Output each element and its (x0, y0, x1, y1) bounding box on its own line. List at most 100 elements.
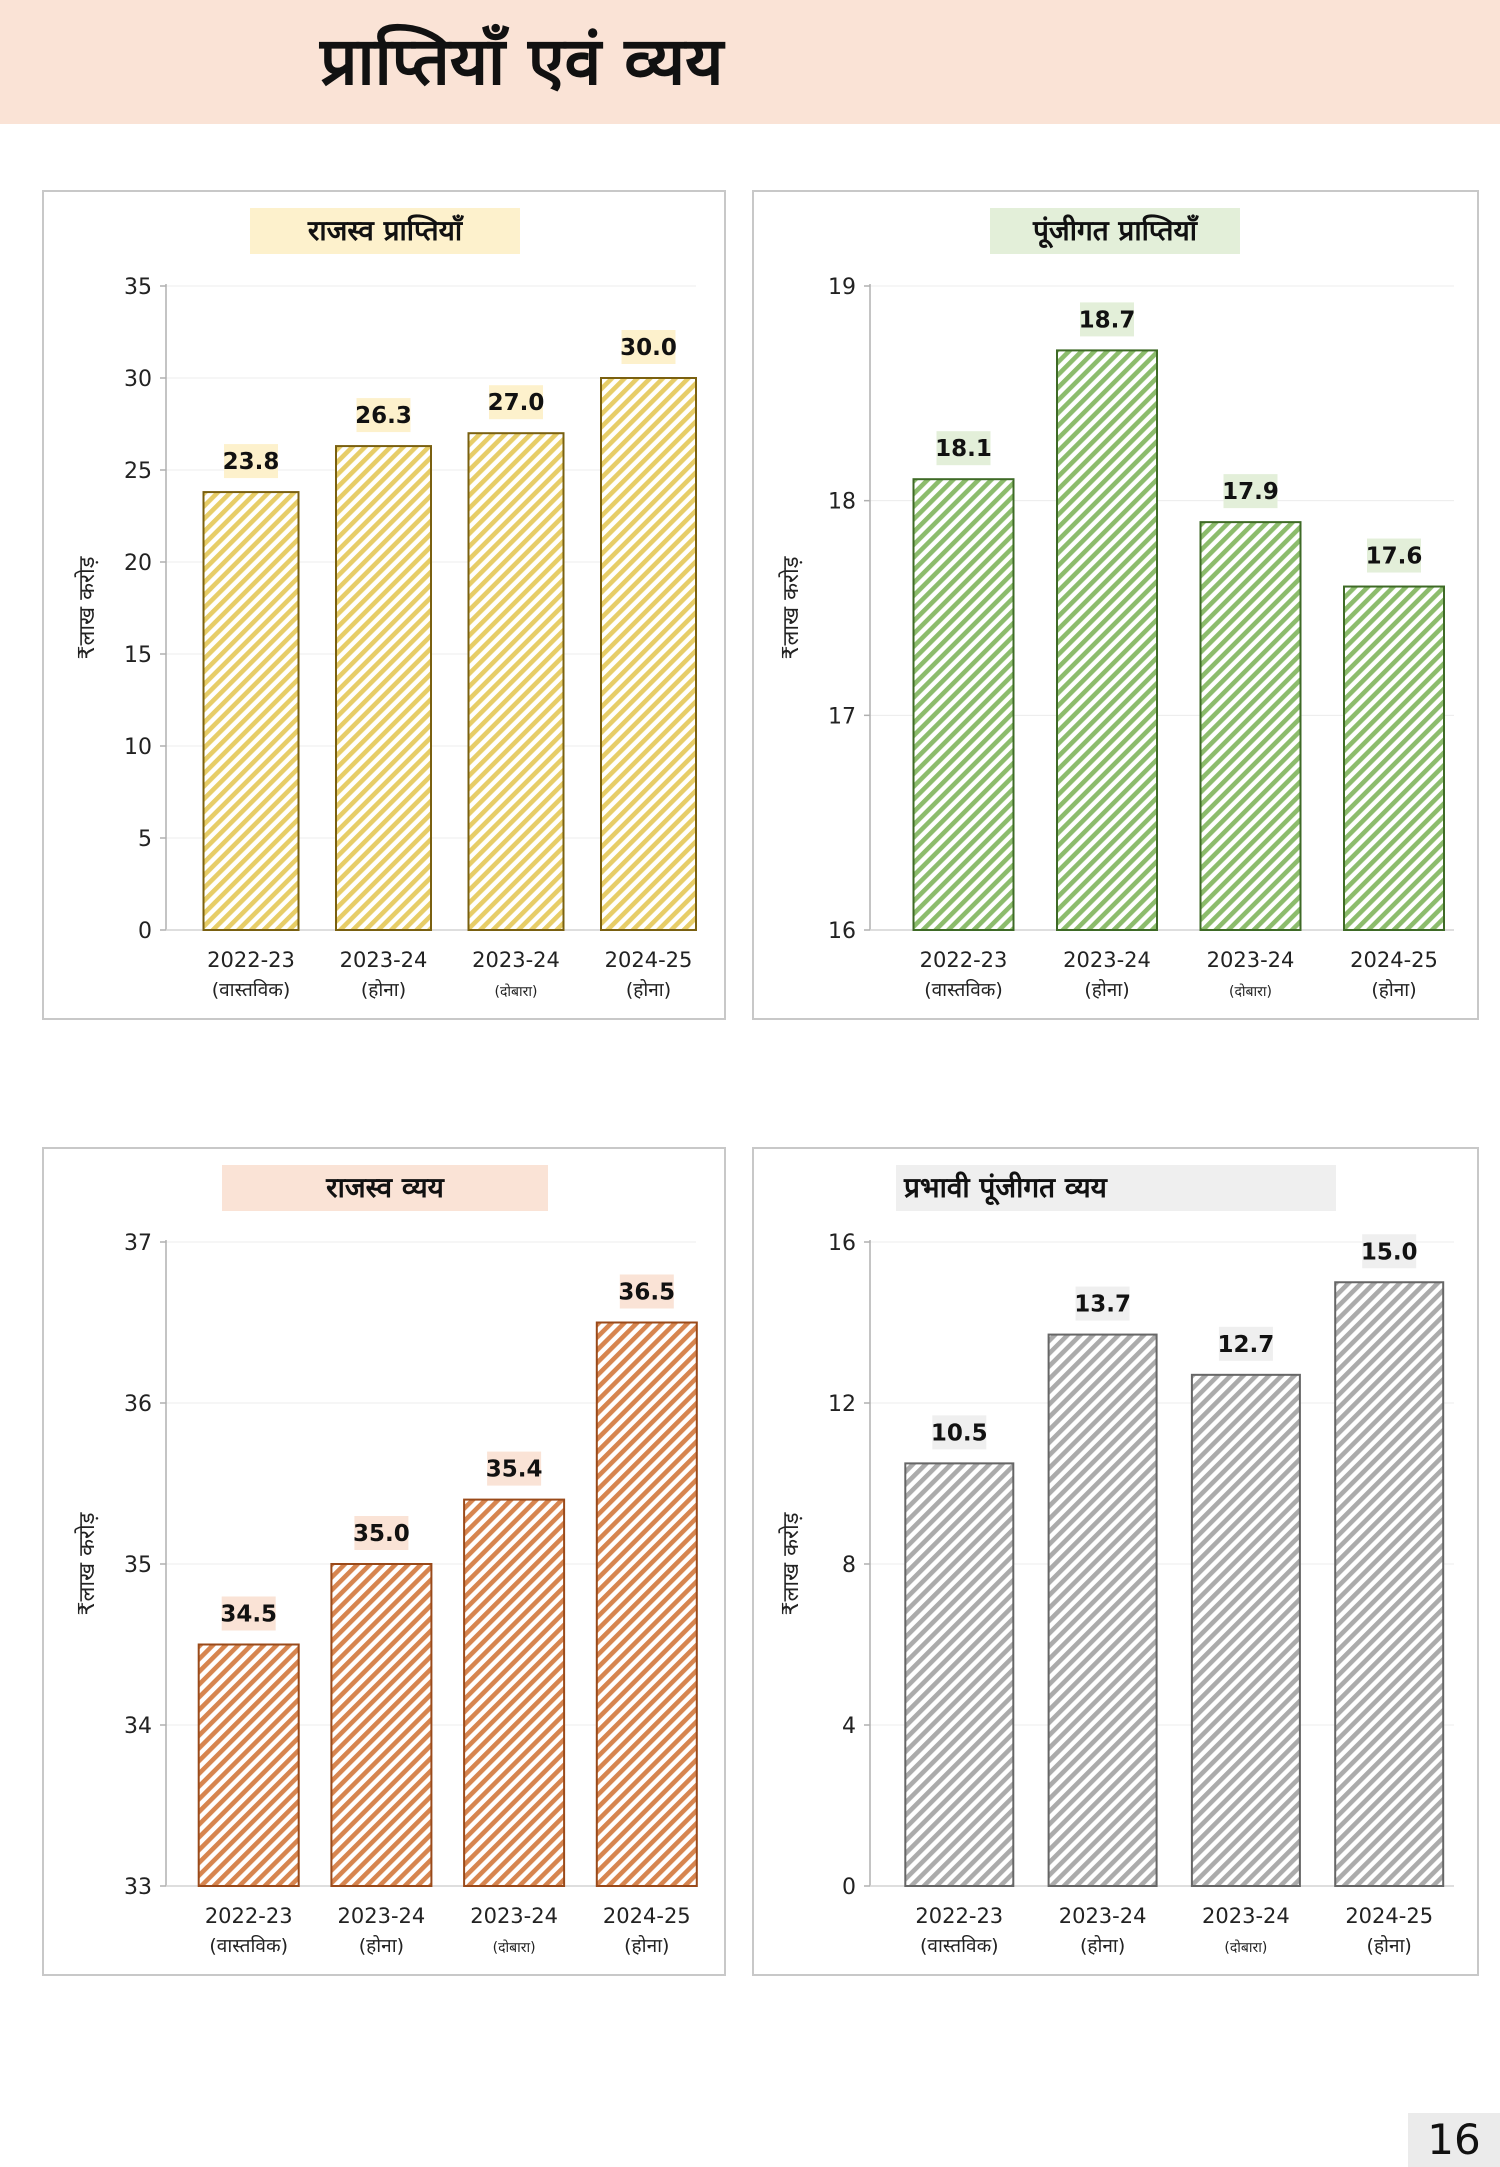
x-tick-label-note: (वास्तविक) (920, 1934, 999, 1957)
data-label-background (1218, 1326, 1273, 1361)
x-tick-label-note: (होना) (1367, 1934, 1412, 1957)
y-tick-label: 35 (124, 1553, 152, 1578)
bar (1056, 349, 1158, 931)
data-label: 17.6 (1366, 544, 1423, 570)
chart-title: प्रभावी पूंजीगत व्यय (903, 1171, 1109, 1206)
bar (1343, 585, 1445, 931)
x-tick-label-year: 2023-24 (470, 1904, 558, 1928)
x-tick-label-year: 2022-23 (207, 948, 295, 972)
x-tick-label-note: (दोबारा) (1229, 983, 1272, 1000)
y-tick-label: 36 (124, 1392, 152, 1417)
bar (1199, 521, 1302, 931)
bar (904, 1462, 1015, 1887)
data-label-background (487, 1451, 542, 1486)
bar (202, 491, 300, 931)
x-tick-label-note: (दोबारा) (493, 1939, 536, 1956)
x-tick-label-year: 2023-24 (1063, 948, 1151, 972)
y-tick-label: 17 (828, 704, 856, 729)
chart-panel-revenue-expenditure: राजस्व व्यय 33 34 35 36 37 ₹लाख करोड़ 34.5 2022-… (42, 1147, 726, 1976)
data-label: 17.9 (1222, 479, 1279, 505)
data-label: 26.3 (355, 403, 412, 429)
x-tick-label-note: (वास्तविक) (924, 978, 1003, 1001)
bar (197, 1643, 300, 1887)
x-tick-label-note: (दोबारा) (1224, 1939, 1267, 1956)
x-tick-label-year: 2024-25 (1345, 1904, 1433, 1928)
bar (1190, 1373, 1301, 1887)
y-axis-label: ₹लाख करोड़ (778, 1512, 804, 1615)
data-label-background (354, 1516, 409, 1550)
x-tick-label-year: 2022-23 (920, 948, 1008, 972)
data-label: 30.0 (620, 335, 677, 361)
chart-panel-effective-capital-expenditure: प्रभावी पूंजीगत व्यय 0 4 8 12 16 ₹लाख करोड़ 10.… (752, 1147, 1479, 1976)
bar (1334, 1281, 1445, 1887)
y-tick-label: 30 (124, 367, 152, 392)
x-tick-label-note: (वास्तविक) (212, 978, 291, 1001)
y-tick-label: 33 (124, 1875, 152, 1900)
data-label: 35.0 (353, 1521, 410, 1547)
bar (912, 478, 1015, 931)
y-axis-label: ₹लाख करोड़ (778, 556, 804, 659)
data-label: 15.0 (1361, 1239, 1418, 1265)
y-tick-label: 20 (124, 551, 152, 576)
y-tick-label: 35 (124, 275, 152, 300)
y-axis-label: ₹लाख करोड़ (74, 556, 100, 659)
bar (1047, 1333, 1158, 1887)
bar-chart: प्रभावी पूंजीगत व्यय 0 4 8 12 16 ₹लाख करोड़ 10.… (778, 1165, 1454, 1957)
data-label-background (224, 444, 278, 479)
data-label-background (221, 1596, 276, 1631)
bar (463, 1498, 566, 1887)
data-label: 10.5 (931, 1420, 988, 1446)
chart-title: पूंजीगत प्राप्तियाँ (1032, 214, 1199, 249)
page-header: प्राप्तियाँ एवं व्यय (0, 0, 1500, 124)
data-label: 12.7 (1218, 1332, 1275, 1358)
chart-title: राजस्व प्राप्तियाँ (307, 214, 464, 247)
x-tick-label-year: 2022-23 (915, 1904, 1003, 1928)
y-tick-label: 4 (842, 1714, 856, 1739)
x-tick-label-note: (होना) (626, 978, 671, 1001)
x-tick-label-note: (होना) (624, 1934, 669, 1957)
data-label: 18.7 (1079, 307, 1136, 333)
bar (467, 432, 565, 931)
x-tick-label-note: (होना) (1080, 1934, 1125, 1957)
y-tick-label: 37 (124, 1231, 152, 1256)
data-label-background (932, 1415, 987, 1450)
bar (595, 1321, 698, 1887)
chart-panel-capital-receipts: पूंजीगत प्राप्तियाँ 16 17 18 19 ₹लाख करोड़ 18.… (752, 190, 1479, 1020)
chart-title-background (222, 1165, 548, 1211)
y-tick-label: 5 (138, 827, 152, 852)
data-label-background (1362, 1234, 1417, 1269)
y-tick-label: 19 (828, 275, 856, 300)
y-tick-label: 15 (124, 643, 152, 668)
x-tick-label-year: 2024-25 (603, 1904, 691, 1928)
x-tick-label-note: (वास्तविक) (209, 1934, 288, 1957)
data-label: 34.5 (220, 1602, 277, 1628)
chart-title-background (896, 1165, 1336, 1211)
data-label-background (1367, 538, 1421, 573)
bar (600, 377, 697, 931)
x-tick-label-year: 2023-24 (1202, 1904, 1290, 1928)
y-tick-label: 12 (828, 1392, 856, 1417)
bar-chart: राजस्व प्राप्तियाँ 0 5 10 15 20 25 30 35 ₹लाख करो… (74, 208, 697, 1001)
y-tick-label: 0 (842, 1875, 856, 1900)
data-label: 13.7 (1074, 1292, 1131, 1318)
chart-title-background (990, 208, 1240, 254)
y-tick-label: 34 (124, 1714, 152, 1739)
data-label-background (619, 1274, 674, 1309)
x-tick-label-year: 2023-24 (472, 948, 560, 972)
y-tick-label: 18 (828, 490, 856, 515)
data-label: 35.4 (486, 1457, 543, 1483)
x-tick-label-year: 2024-25 (605, 948, 693, 972)
data-label: 23.8 (223, 449, 280, 475)
y-tick-label: 16 (828, 919, 856, 944)
x-tick-label-year: 2022-23 (205, 1904, 293, 1928)
chart-panel-revenue-receipts: राजस्व प्राप्तियाँ 0 5 10 15 20 25 30 35 ₹लाख करो… (42, 190, 726, 1020)
x-tick-label-year: 2023-24 (338, 1904, 426, 1928)
data-label-background (1223, 474, 1278, 509)
chart-title-background (250, 208, 520, 254)
bar (335, 445, 432, 932)
x-tick-label-note: (दोबारा) (495, 983, 538, 1000)
page-number: 16 (1408, 2113, 1500, 2167)
data-label-background (489, 385, 543, 420)
data-label-background (1075, 1286, 1130, 1321)
data-label-background (356, 398, 411, 433)
